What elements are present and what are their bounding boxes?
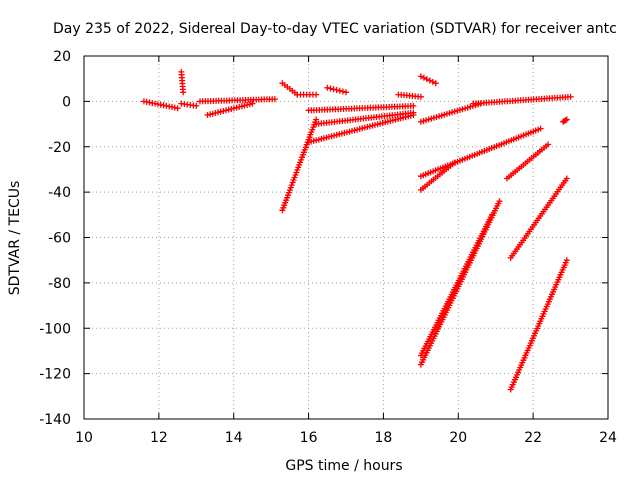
data-point xyxy=(563,175,570,182)
series-arc-19.0-19.4 xyxy=(417,73,439,87)
data-point xyxy=(333,87,340,93)
x-tick-label: 22 xyxy=(524,430,542,446)
series-band-15.7-16.2 xyxy=(294,91,320,98)
series-arc-16.5-17.0 xyxy=(324,84,349,96)
data-point xyxy=(180,89,187,96)
data-point xyxy=(545,141,552,148)
y-tick-labels: 20 0 -20 -40 -60 -80 -100 -120 -140 xyxy=(39,49,71,428)
data-point xyxy=(537,125,544,132)
series-steep-rise xyxy=(279,116,320,214)
data-point xyxy=(417,93,424,100)
data-point xyxy=(327,85,334,92)
series-steep-h xyxy=(417,211,495,359)
series-steep-j xyxy=(507,257,570,393)
y-tick-label: -120 xyxy=(39,367,71,383)
data-point xyxy=(562,117,569,124)
data-point xyxy=(429,78,436,85)
data-point xyxy=(244,102,251,108)
axis-ticks xyxy=(83,55,609,420)
data-point xyxy=(249,100,256,107)
data-point xyxy=(174,105,181,112)
data-point xyxy=(567,93,574,100)
series-band-near-zero-c xyxy=(197,96,278,105)
data-point xyxy=(410,112,417,118)
y-tick-label: -20 xyxy=(48,140,71,156)
data-point xyxy=(330,86,337,93)
data-point xyxy=(204,112,211,118)
data-point xyxy=(324,84,331,91)
data-point xyxy=(271,96,278,103)
data-point xyxy=(489,211,495,218)
y-tick-label: 0 xyxy=(62,94,71,110)
y-tick-label: -60 xyxy=(48,231,71,247)
series-band-near-zero-a xyxy=(140,98,181,112)
data-point xyxy=(217,108,224,115)
x-tick-label: 12 xyxy=(150,430,168,446)
data-point xyxy=(410,102,417,109)
series-spike-12.6 xyxy=(178,68,187,96)
series-band-lower-c xyxy=(204,100,256,118)
series-track-c xyxy=(305,112,417,146)
series-track-a xyxy=(305,102,417,114)
series-track-e xyxy=(470,93,574,107)
y-tick-label: 20 xyxy=(53,49,71,65)
data-marks xyxy=(140,68,574,393)
x-tick-label: 16 xyxy=(300,430,318,446)
x-tick-label: 24 xyxy=(599,430,617,446)
data-point xyxy=(426,77,433,84)
y-tick-label: -80 xyxy=(48,276,71,292)
series-band-near-zero-b xyxy=(178,100,200,109)
data-point xyxy=(432,80,439,87)
data-point xyxy=(212,110,219,116)
data-point xyxy=(236,104,243,110)
series-track-g xyxy=(503,141,552,182)
series-track-f xyxy=(417,125,544,180)
data-point xyxy=(451,159,458,166)
data-point xyxy=(423,76,430,83)
x-tick-label: 10 xyxy=(75,430,93,446)
series-branch-f xyxy=(417,159,458,193)
data-point xyxy=(417,73,424,80)
series-band-18.4-19.0 xyxy=(395,91,424,100)
x-tick-label: 20 xyxy=(449,430,467,446)
x-axis-label: GPS time / hours xyxy=(285,458,402,474)
y-tick-label: -40 xyxy=(48,185,71,201)
y-axis-label: SDTVAR / TECUs xyxy=(7,181,23,296)
data-point xyxy=(230,105,237,112)
data-point xyxy=(496,198,503,205)
data-point xyxy=(420,74,427,81)
data-point xyxy=(193,102,200,109)
chart-title: Day 235 of 2022, Sidereal Day-to-day VTE… xyxy=(53,21,617,37)
data-point xyxy=(223,107,229,114)
data-point xyxy=(563,257,570,264)
data-point xyxy=(336,87,343,94)
data-point xyxy=(343,89,349,96)
x-tick-labels: 10 12 14 16 18 20 22 24 xyxy=(75,430,617,446)
x-tick-label: 14 xyxy=(225,430,243,446)
y-tick-label: -100 xyxy=(39,321,71,337)
data-point xyxy=(313,91,320,98)
x-tick-label: 18 xyxy=(375,430,393,446)
y-tick-label: -140 xyxy=(39,412,71,428)
data-point xyxy=(339,88,346,95)
series-dash-22.9 xyxy=(560,116,570,125)
series-steep-i xyxy=(507,175,570,261)
data-point xyxy=(563,116,570,123)
